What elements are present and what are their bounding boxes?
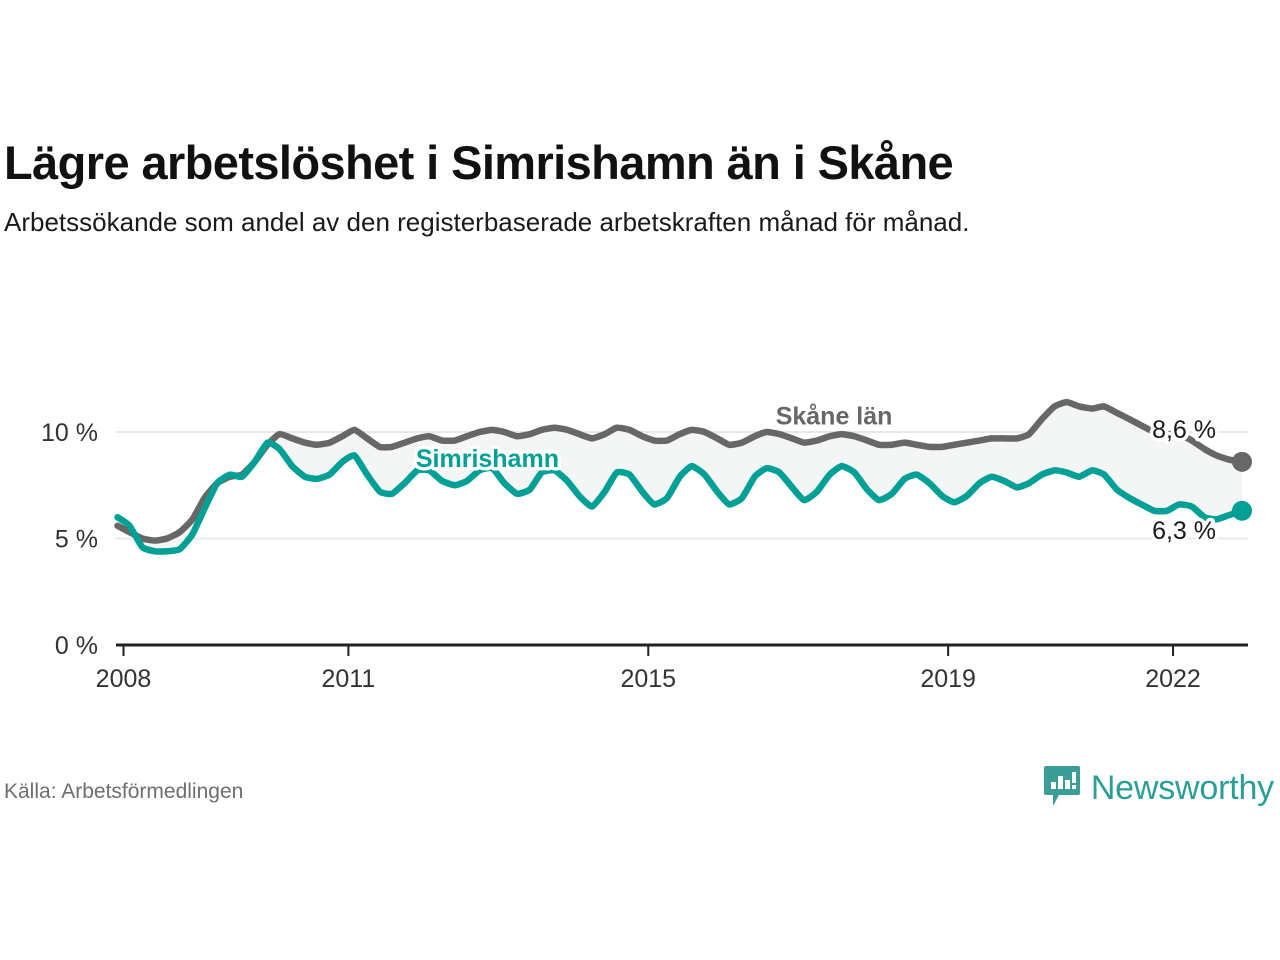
end-value-label-skane: 8,6 % (1152, 416, 1216, 444)
bar-chart-speech-bubble-icon (1043, 764, 1081, 813)
end-value-label-simrishamn: 6,3 % (1152, 517, 1216, 545)
x-axis-ticks (122, 645, 1175, 656)
band-fill (117, 402, 1242, 552)
x-tick-label: 2015 (620, 665, 676, 690)
series-label-simrishamn: Simrishamn (416, 445, 559, 473)
y-tick-label: 0 % (55, 632, 98, 660)
series-line-skane (114, 398, 1246, 544)
x-tick-label: 2019 (920, 665, 976, 690)
series-endpoint-markers (1232, 451, 1253, 521)
newsworthy-logo[interactable]: Newsworthy (1043, 764, 1274, 813)
series-lines (114, 398, 1246, 555)
endpoint-dot-simrishamn (1232, 500, 1253, 521)
line-chart-svg: 0 % 5 % 10 % 2008 2011 2015 2019 2022 Simrisha… (41, 398, 1253, 690)
y-tick-label: 10 % (41, 419, 98, 447)
y-tick-label: 5 % (55, 526, 98, 554)
chart-plot-area: 0 % 5 % 10 % 2008 2011 2015 2019 2022 Simrisha… (0, 370, 1280, 690)
source-note: Källa: Arbetsförmedlingen (4, 780, 244, 803)
end-value-halo: 8,6 % (1152, 416, 1216, 444)
end-value-halo: 6,3 % (1152, 517, 1216, 545)
between-series-band (117, 402, 1242, 552)
x-tick-label: 2011 (322, 665, 376, 690)
x-tick-label: 2008 (96, 665, 152, 690)
series-end-value-labels: 8,6 %8,6 %6,3 %6,3 % (1149, 412, 1220, 548)
chart-header: Lägre arbetslöshet i Simrishamn än i Skå… (4, 138, 1224, 240)
endpoint-dot-skane (1232, 451, 1253, 472)
series-line-simrishamn (114, 439, 1246, 555)
y-axis-tick-labels: 0 % 5 % 10 % (41, 419, 98, 660)
x-axis-tick-labels: 2008 2011 2015 2019 2022 (96, 665, 1201, 690)
chart-subtitle: Arbetssökande som andel av den registerb… (4, 207, 970, 238)
x-tick-label: 2022 (1145, 665, 1201, 690)
page-title: Lägre arbetslöshet i Simrishamn än i Skå… (4, 136, 954, 189)
series-label-halo: Simrishamn (416, 445, 559, 473)
series-label-halo: Skåne län (776, 403, 893, 431)
series-label-skane: Skåne län (776, 403, 893, 431)
brand-name: Newsworthy (1090, 769, 1274, 807)
chart-footer: Källa: Arbetsförmedlingen Newsworthy (0, 766, 1280, 840)
